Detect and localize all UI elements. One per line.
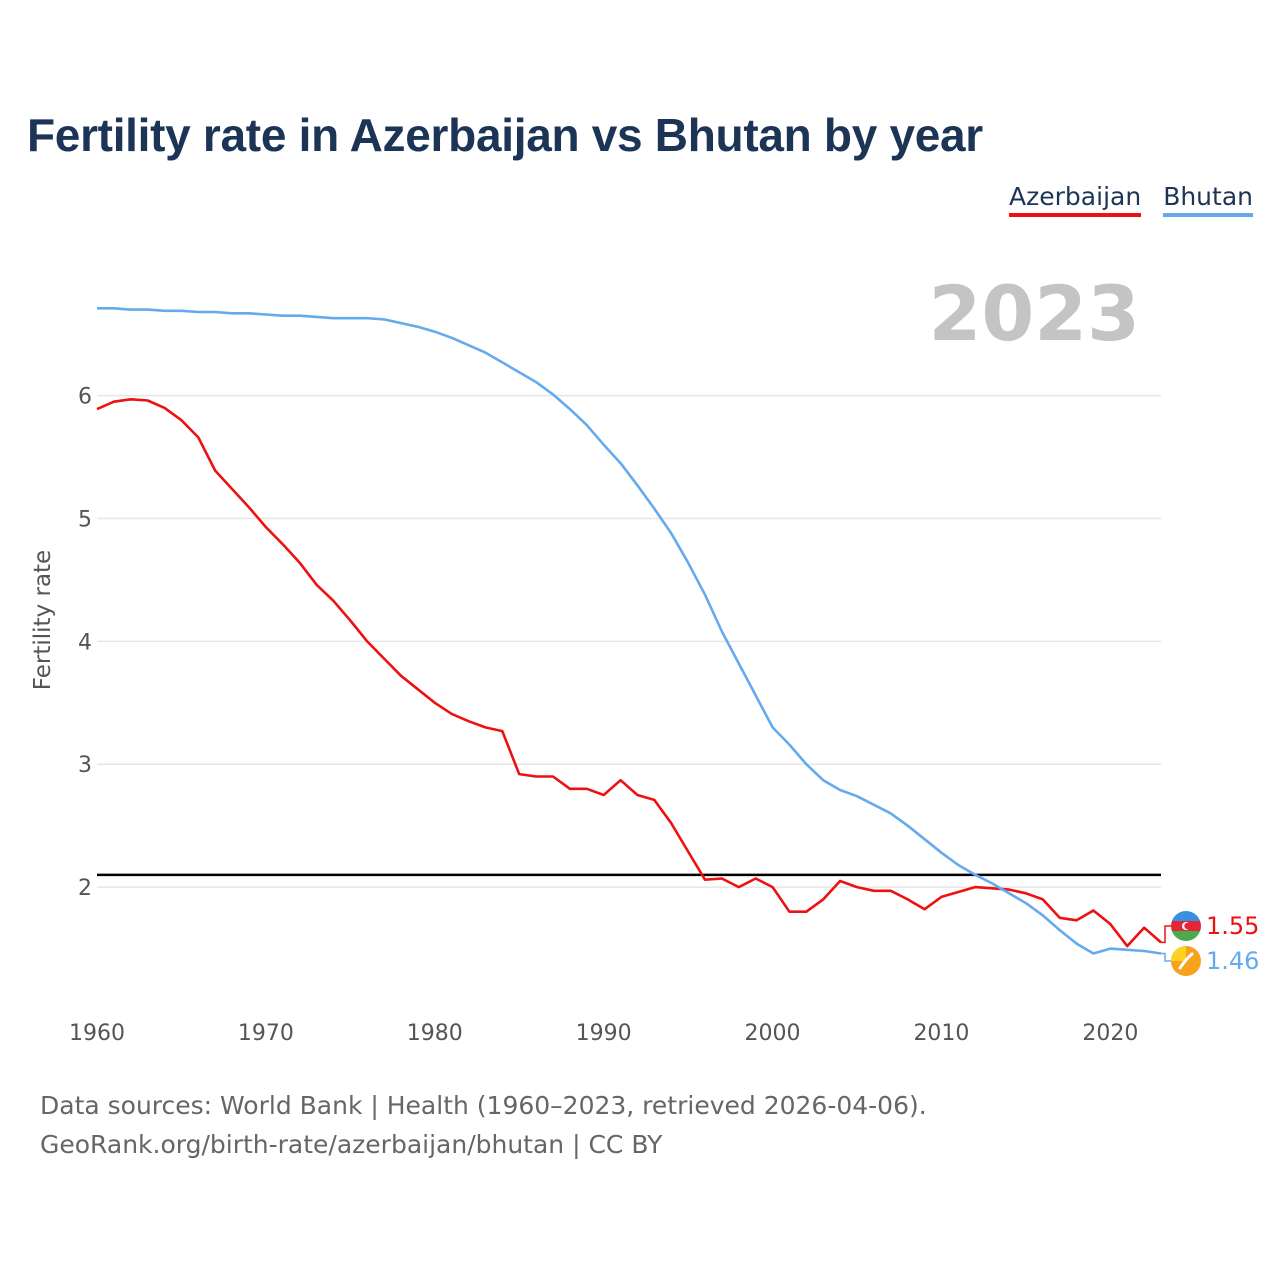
- x-tick-label: 2020: [1082, 1021, 1138, 1046]
- year-watermark: 2023: [928, 269, 1140, 358]
- grid-lines: [97, 394, 1161, 888]
- y-tick-label: 5: [78, 507, 92, 532]
- x-tick-label: 2010: [913, 1021, 969, 1046]
- x-tick-label: 1980: [407, 1021, 463, 1046]
- footer: Data sources: World Bank | Health (1960–…: [40, 1086, 927, 1164]
- series-line-bhutan[interactable]: [97, 306, 1162, 955]
- bhutan-flag-icon: [1171, 946, 1201, 976]
- legend-item-bhutan[interactable]: Bhutan: [1163, 182, 1253, 217]
- y-tick-label: 4: [78, 630, 92, 655]
- end-labels: 1.55 1.46: [1161, 911, 1259, 976]
- series-line-azerbaijan[interactable]: [96, 397, 1162, 948]
- legend-item-azerbaijan[interactable]: Azerbaijan: [1009, 182, 1142, 217]
- data-sources-note: Data sources: World Bank | Health (1960–…: [40, 1091, 927, 1120]
- y-tick-label: 3: [78, 753, 92, 778]
- chart-title: Fertility rate in Azerbaijan vs Bhutan b…: [27, 109, 983, 161]
- source-credit-link[interactable]: GeoRank.org/birth-rate/azerbaijan/bhutan…: [40, 1130, 663, 1159]
- y-tick-label: 6: [78, 385, 92, 410]
- x-axis-ticks: 1960 1970 1980 1990 2000 2010 2020: [69, 1021, 1138, 1046]
- end-value-label-bhutan: 1.46: [1206, 947, 1259, 975]
- x-tick-label: 2000: [745, 1021, 801, 1046]
- y-axis-ticks: 2 3 4 5 6: [78, 385, 92, 902]
- end-value-label-azerbaijan: 1.55: [1206, 912, 1259, 940]
- x-tick-label: 1970: [238, 1021, 294, 1046]
- end-connector: [1161, 952, 1171, 962]
- end-connector: [1161, 925, 1171, 944]
- legend: Azerbaijan Bhutan: [1009, 182, 1253, 217]
- series-lines: [96, 306, 1162, 955]
- x-tick-label: 1990: [576, 1021, 632, 1046]
- y-axis-label: Fertility rate: [30, 550, 56, 690]
- x-tick-label: 1960: [69, 1021, 125, 1046]
- azerbaijan-flag-icon: [1171, 911, 1201, 941]
- y-tick-label: 2: [78, 876, 92, 901]
